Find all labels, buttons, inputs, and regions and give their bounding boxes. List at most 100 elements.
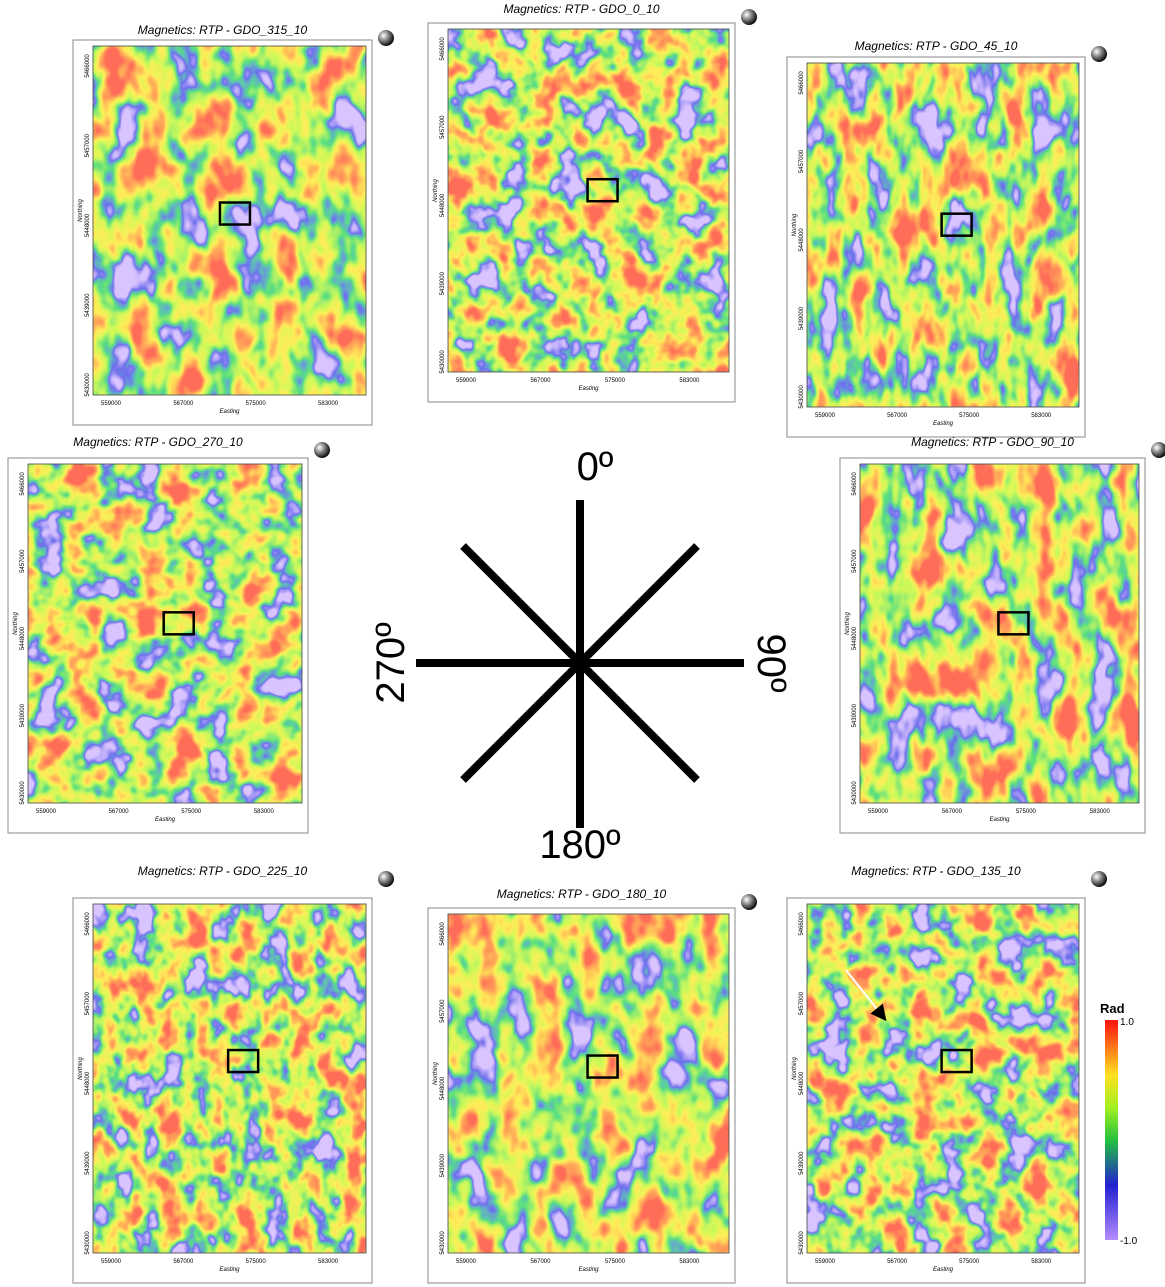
x-tick-label: 559000	[101, 401, 122, 407]
y-tick-label: 5430000	[85, 373, 91, 397]
x-tick-label: 559000	[101, 1259, 122, 1265]
y-tick-label: 5439000	[20, 703, 26, 727]
panel-title: Magnetics: RTP - GDO_315_10	[138, 23, 308, 37]
colorbar-min: -1.0	[1120, 1236, 1138, 1247]
x-tick-label: 583000	[679, 378, 700, 384]
y-axis-label: Northing	[433, 179, 439, 202]
y-tick-label: 5430000	[799, 1231, 805, 1255]
x-tick-label: 567000	[173, 1259, 194, 1265]
y-tick-label: 5430000	[20, 781, 26, 805]
y-tick-label: 5466000	[20, 472, 26, 496]
y-tick-label: 5430000	[85, 1231, 91, 1255]
x-tick-label: 567000	[530, 1259, 551, 1265]
y-tick-label: 5448000	[440, 193, 446, 217]
x-tick-label: 559000	[868, 809, 889, 815]
sun-sphere	[1091, 871, 1107, 887]
panel-title: Magnetics: RTP - GDO_270_10	[73, 435, 243, 449]
colorbar-title: Rad	[1100, 1001, 1125, 1016]
sun-sphere	[314, 442, 330, 458]
y-tick-label: 5439000	[440, 271, 446, 295]
y-tick-label: 5457000	[440, 999, 446, 1023]
compass-east: 90º	[749, 633, 793, 692]
y-tick-label: 5430000	[440, 1231, 446, 1255]
map-image	[93, 904, 366, 1253]
colorbar	[1105, 1020, 1118, 1240]
x-tick-label: 583000	[1090, 809, 1111, 815]
y-tick-label: 5466000	[440, 922, 446, 946]
x-tick-label: 575000	[246, 1259, 267, 1265]
x-tick-label: 575000	[1016, 809, 1037, 815]
y-tick-label: 5466000	[799, 912, 805, 936]
y-tick-label: 5466000	[440, 37, 446, 61]
map-image	[93, 46, 366, 395]
y-axis-label: Northing	[792, 213, 798, 236]
x-tick-label: 583000	[679, 1259, 700, 1265]
compass-west: 270º	[369, 622, 413, 704]
y-tick-label: 5466000	[85, 54, 91, 78]
y-tick-label: 5457000	[440, 115, 446, 139]
x-tick-label: 583000	[1031, 1259, 1052, 1265]
y-tick-label: 5439000	[799, 1151, 805, 1175]
y-tick-label: 5448000	[85, 1071, 91, 1095]
map-panel: Magnetics: RTP - GDO_225_10 559000 567000 5…	[73, 864, 394, 1283]
x-axis-label: Easting	[219, 1267, 240, 1273]
x-axis-label: Easting	[155, 817, 176, 823]
x-axis-label: Easting	[578, 386, 599, 392]
x-tick-label: 567000	[530, 378, 551, 384]
map-panel: Magnetics: RTP - GDO_180_105590005670005…	[428, 887, 757, 1283]
x-tick-label: 575000	[959, 1259, 980, 1265]
panel-title: Magnetics: RTP - GDO_135_10	[851, 864, 1021, 878]
y-tick-label: 5466000	[799, 71, 805, 95]
x-tick-label: 583000	[1031, 413, 1052, 419]
page: {"panels": [ {"title": "Magnetics: RTP -…	[0, 0, 1165, 1287]
y-tick-label: 5457000	[85, 991, 91, 1015]
x-axis-label: Easting	[578, 1267, 599, 1273]
colorbar-max: 1.0	[1120, 1017, 1134, 1028]
y-axis-label: Northing	[78, 1057, 84, 1080]
y-tick-label: 5457000	[799, 991, 805, 1015]
x-tick-label: 575000	[181, 809, 202, 815]
x-tick-label: 567000	[173, 401, 194, 407]
panel-title: Magnetics: RTP - GDO_90_10	[911, 435, 1074, 449]
x-tick-label: 583000	[318, 401, 339, 407]
x-axis-label: Easting	[933, 1267, 954, 1273]
x-tick-label: 559000	[815, 413, 836, 419]
sun-sphere	[741, 9, 757, 25]
sun-sphere	[741, 894, 757, 910]
map-image	[448, 914, 729, 1253]
panel-title: Magnetics: RTP - GDO_225_10	[138, 864, 308, 878]
figure: 0º 180º 270º 90º Rad 1.0 -1.0 Magnetics:…	[0, 0, 1165, 1287]
y-tick-label: 5457000	[20, 549, 26, 573]
map-panel: Magnetics: RTP - GDO_315_10 559000 567000 5…	[73, 23, 394, 425]
y-axis-label: Northing	[13, 612, 19, 635]
y-tick-label: 5430000	[852, 781, 858, 805]
x-tick-label: 559000	[815, 1259, 836, 1265]
y-axis-label: Northing	[845, 612, 851, 635]
y-tick-label: 5448000	[20, 626, 26, 650]
y-tick-label: 5439000	[799, 306, 805, 330]
y-tick-label: 5457000	[852, 549, 858, 573]
x-axis-label: Easting	[989, 817, 1010, 823]
y-axis-label: Northing	[792, 1057, 798, 1080]
y-tick-label: 5448000	[799, 228, 805, 252]
x-axis-label: Easting	[219, 409, 240, 415]
x-tick-label: 559000	[456, 1259, 477, 1265]
y-tick-label: 5439000	[440, 1153, 446, 1177]
y-axis-label: Northing	[433, 1062, 439, 1085]
y-tick-label: 5457000	[85, 133, 91, 157]
sun-sphere	[378, 30, 394, 46]
y-tick-label: 5448000	[440, 1076, 446, 1100]
panel-title: Magnetics: RTP - GDO_0_10	[503, 2, 659, 16]
y-tick-label: 5448000	[799, 1071, 805, 1095]
y-tick-label: 5448000	[85, 213, 91, 237]
sun-sphere	[378, 871, 394, 887]
y-tick-label: 5439000	[85, 293, 91, 317]
x-tick-label: 567000	[887, 413, 908, 419]
y-tick-label: 5457000	[799, 149, 805, 173]
compass-south: 180º	[539, 823, 621, 867]
